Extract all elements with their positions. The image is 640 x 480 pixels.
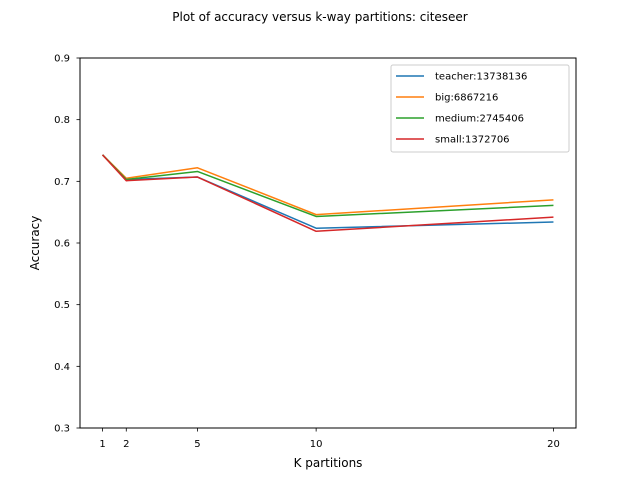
legend-label-1: big:6867216 xyxy=(435,93,498,104)
legend: teacher:13738136 big:6867216 medium:274540… xyxy=(390,64,570,153)
legend-label-3: small:1372706 xyxy=(435,135,510,146)
y-tick-label: 0.3 xyxy=(54,424,70,435)
x-axis-ticks: 1 2 5 10 20 xyxy=(99,428,560,450)
y-axis-ticks: 0.3 0.4 0.5 0.6 0.7 0.8 0.9 xyxy=(54,54,80,435)
x-tick-label: 2 xyxy=(123,439,129,450)
x-axis-label: K partitions xyxy=(294,456,363,470)
legend-items: teacher:13738136 big:6867216 medium:274540… xyxy=(396,72,527,146)
y-tick-label: 0.5 xyxy=(54,300,70,311)
y-tick-label: 0.4 xyxy=(54,362,70,373)
x-tick-label: 20 xyxy=(547,439,560,450)
legend-label-2: medium:2745406 xyxy=(435,114,524,125)
chart-title: Plot of accuracy versus k-way partitions… xyxy=(172,10,468,24)
y-axis-label: Accuracy xyxy=(28,216,42,271)
x-tick-label: 10 xyxy=(310,439,323,450)
y-tick-label: 0.6 xyxy=(54,239,70,250)
y-tick-label: 0.7 xyxy=(54,177,70,188)
x-tick-label: 5 xyxy=(194,439,200,450)
series-line-1 xyxy=(102,154,554,216)
y-tick-label: 0.9 xyxy=(54,54,70,65)
series-line-0 xyxy=(102,154,554,229)
series-line-3 xyxy=(101,154,554,233)
y-tick-label: 0.8 xyxy=(54,115,70,126)
legend-label-0: teacher:13738136 xyxy=(435,72,527,83)
plot-lines xyxy=(101,154,554,233)
series-line-2 xyxy=(102,154,554,218)
x-tick-label: 1 xyxy=(99,439,105,450)
legend-box xyxy=(390,64,570,153)
